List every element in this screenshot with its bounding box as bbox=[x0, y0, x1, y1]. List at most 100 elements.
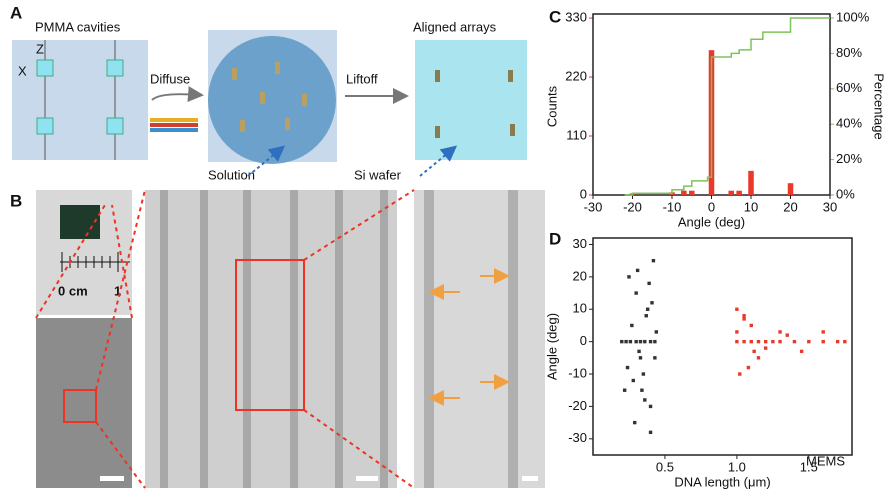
point bbox=[821, 339, 825, 344]
point bbox=[749, 339, 753, 344]
panel-label: D bbox=[549, 229, 561, 248]
stripes bbox=[424, 190, 518, 488]
scale-bar bbox=[356, 476, 378, 481]
point bbox=[756, 356, 761, 360]
point bbox=[821, 330, 825, 334]
y-tick-label: 30 bbox=[573, 236, 587, 251]
point bbox=[633, 420, 637, 425]
point bbox=[763, 339, 768, 344]
arrow bbox=[247, 145, 286, 177]
y-tick-label: 0 bbox=[580, 333, 587, 348]
image bbox=[12, 40, 148, 160]
x-tick-label: -20 bbox=[623, 199, 642, 214]
panel-label: A bbox=[10, 3, 22, 22]
solution-drop bbox=[208, 36, 336, 164]
point bbox=[641, 372, 646, 376]
arrow bbox=[419, 145, 458, 177]
y2-tick-label: 60% bbox=[836, 80, 862, 95]
ruler-label: 0 cm bbox=[58, 283, 88, 298]
point bbox=[638, 339, 643, 344]
point bbox=[643, 398, 647, 402]
y-tick-label: 330 bbox=[565, 9, 587, 24]
x-tick-label: 20 bbox=[783, 199, 797, 214]
point bbox=[835, 339, 840, 344]
x-tick-label: 0 bbox=[708, 199, 715, 214]
point bbox=[752, 349, 756, 354]
ruler-label: 1 bbox=[114, 283, 121, 298]
point bbox=[738, 372, 742, 376]
y-tick-label: -20 bbox=[568, 398, 587, 413]
x-tick-label: 10 bbox=[744, 199, 758, 214]
y-axis-label: Angle (deg) bbox=[544, 313, 559, 380]
x-tick-label: 1.5 bbox=[800, 459, 818, 474]
y2-tick-label: 20% bbox=[836, 151, 862, 166]
point bbox=[792, 339, 797, 344]
y-tick-label: -10 bbox=[568, 365, 587, 380]
point bbox=[634, 291, 638, 295]
point bbox=[799, 349, 804, 354]
point bbox=[749, 323, 753, 328]
highlight bbox=[63, 389, 97, 423]
point bbox=[735, 330, 739, 334]
cavities bbox=[36, 59, 124, 135]
point bbox=[742, 339, 746, 344]
y-tick-label: 0 bbox=[580, 186, 587, 201]
y-tick-label: -30 bbox=[568, 430, 587, 445]
micrograph bbox=[36, 318, 132, 488]
point bbox=[771, 339, 775, 344]
chip bbox=[60, 205, 100, 239]
x-tick-label: -30 bbox=[584, 199, 603, 214]
point bbox=[650, 301, 654, 305]
scale-bar bbox=[522, 476, 538, 481]
point bbox=[742, 317, 746, 321]
arrays bbox=[232, 62, 307, 132]
x-tick-label: 0.5 bbox=[656, 459, 674, 474]
point bbox=[625, 365, 630, 370]
point bbox=[651, 258, 656, 263]
point bbox=[735, 339, 739, 344]
ruler bbox=[60, 252, 130, 272]
x-axis-label: Angle (deg) bbox=[678, 214, 745, 229]
point bbox=[624, 339, 628, 344]
point bbox=[631, 378, 635, 383]
point bbox=[635, 268, 640, 273]
stripes bbox=[160, 190, 388, 488]
tube bbox=[150, 118, 198, 132]
x-tick-label: -10 bbox=[663, 199, 682, 214]
point bbox=[648, 430, 653, 435]
micrograph bbox=[414, 190, 545, 488]
point bbox=[643, 339, 647, 344]
point bbox=[756, 339, 761, 344]
point bbox=[645, 307, 650, 311]
caption: Solution bbox=[208, 167, 255, 182]
scale-bar bbox=[100, 476, 124, 481]
micrograph bbox=[145, 190, 397, 488]
y2-tick-label: 0% bbox=[836, 186, 855, 201]
point bbox=[746, 365, 751, 370]
point bbox=[843, 339, 847, 344]
y-tick-label: 110 bbox=[566, 127, 587, 142]
point bbox=[640, 388, 644, 392]
bar bbox=[787, 183, 794, 195]
y2-tick-label: 80% bbox=[836, 45, 862, 60]
axis-label: Z bbox=[36, 41, 44, 56]
plot-frame bbox=[592, 237, 853, 456]
caption: PMMA cavities bbox=[35, 19, 121, 34]
bar bbox=[736, 190, 742, 195]
point bbox=[620, 339, 624, 344]
point bbox=[785, 333, 789, 337]
arrays bbox=[435, 70, 515, 138]
point bbox=[653, 339, 657, 344]
point bbox=[735, 307, 739, 311]
bar bbox=[748, 170, 754, 195]
bar bbox=[681, 190, 687, 195]
point bbox=[647, 281, 651, 286]
point bbox=[622, 388, 627, 392]
y2-tick-label: 40% bbox=[836, 116, 862, 131]
x-axis-label: DNA length (μm) bbox=[674, 474, 770, 489]
caption: Aligned arrays bbox=[413, 19, 497, 34]
point bbox=[742, 314, 746, 318]
point bbox=[637, 349, 641, 354]
